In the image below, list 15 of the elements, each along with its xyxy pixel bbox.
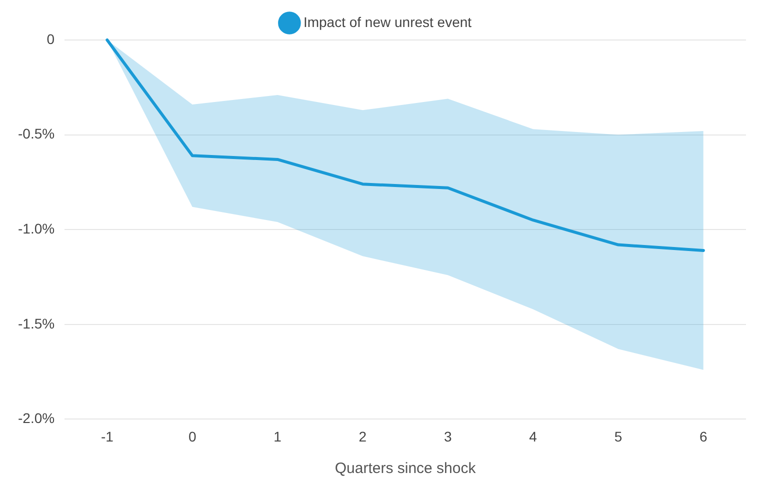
y-tick-label: -2.0% (18, 410, 55, 426)
x-tick-label: 4 (529, 428, 538, 444)
x-tick-label: 2 (358, 428, 367, 444)
y-tick-label: -0.5% (18, 126, 55, 142)
legend-label: Impact of new unrest event (303, 14, 472, 30)
x-tick-label: 1 (274, 428, 282, 444)
x-axis-title: Quarters since shock (334, 460, 476, 478)
x-tick-label: 3 (444, 428, 452, 444)
x-tick-label: 6 (700, 428, 708, 444)
x-tick-label: -1 (100, 428, 114, 444)
x-tick-label: 0 (188, 428, 196, 444)
x-tick-label: 5 (614, 428, 622, 444)
y-tick-label: 0 (46, 30, 55, 47)
y-tick-label: -1.0% (18, 220, 55, 236)
y-tick-label: -1.5% (18, 315, 55, 332)
